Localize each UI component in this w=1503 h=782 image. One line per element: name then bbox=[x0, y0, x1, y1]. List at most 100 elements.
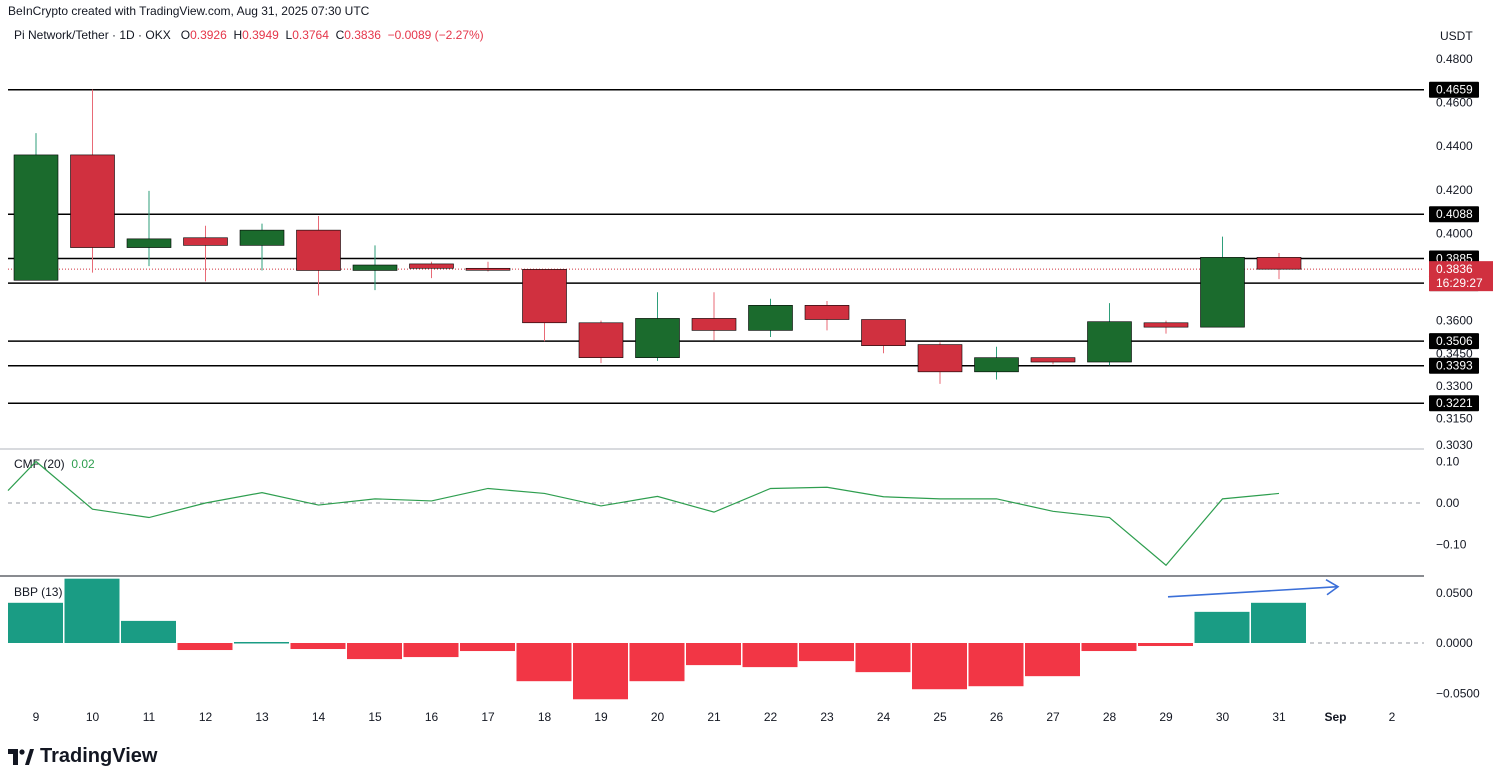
candle-body bbox=[861, 319, 906, 346]
countdown-label: 16:29:27 bbox=[1436, 276, 1483, 290]
candle-body bbox=[917, 344, 963, 373]
time-tick-label: 9 bbox=[33, 710, 40, 724]
symbol-name: Pi Network/Tether · 1D · OKX bbox=[14, 28, 171, 42]
level-label: 0.4659 bbox=[1436, 83, 1473, 97]
time-tick-label: 30 bbox=[1216, 710, 1230, 724]
level-label-bg bbox=[1429, 357, 1479, 374]
tradingview-brand: TradingView bbox=[40, 745, 158, 767]
bbp-bar bbox=[799, 643, 854, 662]
bbp-bar bbox=[1025, 643, 1080, 677]
tradingview-logo-icon bbox=[8, 748, 34, 765]
price-tick-label: 0.4800 bbox=[1436, 52, 1473, 66]
candle-body bbox=[70, 154, 115, 248]
time-tick-label: 23 bbox=[820, 710, 834, 724]
close-label: C bbox=[335, 28, 345, 42]
cmf-tick-label: 0.00 bbox=[1436, 496, 1460, 510]
price-tick-label: 0.3300 bbox=[1436, 379, 1473, 393]
time-tick-label: 21 bbox=[707, 710, 721, 724]
bbp-bar bbox=[516, 643, 572, 682]
bbp-bar bbox=[234, 641, 289, 644]
time-tick-label: 12 bbox=[199, 710, 213, 724]
time-tick-label: Sep bbox=[1324, 710, 1346, 724]
bbp-bar bbox=[403, 643, 459, 658]
bbp-bar bbox=[968, 643, 1024, 687]
low-value: 0.3764 bbox=[292, 28, 329, 42]
tradingview-logo: TradingView bbox=[8, 745, 157, 768]
price-tick-label: 0.3450 bbox=[1436, 346, 1473, 360]
time-tick-label: 19 bbox=[594, 710, 608, 724]
candle-body bbox=[522, 269, 567, 324]
candle-body bbox=[465, 267, 511, 271]
cmf-pane bbox=[7, 460, 1424, 567]
cmf-line bbox=[7, 460, 1280, 567]
low-label: L bbox=[285, 28, 293, 42]
bbp-bar bbox=[8, 602, 63, 643]
price-tick-label: 0.3600 bbox=[1436, 314, 1473, 328]
level-label-bg bbox=[1429, 333, 1479, 350]
symbol-legend[interactable]: Pi Network/Tether · 1D · OKX O0.3926 H0.… bbox=[14, 28, 484, 42]
bbp-bar bbox=[460, 643, 515, 652]
candle-body bbox=[239, 229, 285, 246]
time-tick-label: 2 bbox=[1389, 710, 1396, 724]
open-value: 0.3926 bbox=[190, 28, 227, 42]
price-tick-label: 0.4200 bbox=[1436, 183, 1473, 197]
time-tick-label: 15 bbox=[368, 710, 382, 724]
candle-body bbox=[13, 154, 59, 281]
time-tick-label: 17 bbox=[481, 710, 495, 724]
time-tick-label: 28 bbox=[1103, 710, 1117, 724]
bbp-bar bbox=[629, 643, 685, 682]
time-tick-label: 29 bbox=[1159, 710, 1173, 724]
candle-body bbox=[1256, 257, 1302, 270]
candle-body bbox=[974, 357, 1019, 373]
bbp-bar bbox=[912, 643, 967, 690]
level-label-bg bbox=[1429, 206, 1479, 223]
price-tick-label: 0.3150 bbox=[1436, 412, 1473, 426]
level-label: 0.3221 bbox=[1436, 396, 1473, 410]
price-tick-label: 0.4400 bbox=[1436, 139, 1473, 153]
bbp-bar bbox=[855, 643, 911, 673]
price-axis: 0.4800 0.4600 0.4400 0.4200 0.4000 0.3600 0.34… bbox=[0, 52, 1480, 700]
candle-body bbox=[352, 264, 398, 271]
high-label: H bbox=[233, 28, 243, 42]
high-value: 0.3949 bbox=[242, 28, 279, 42]
cmf-tick-label: 0.10 bbox=[1436, 455, 1460, 469]
candle-body bbox=[1143, 322, 1189, 328]
candle-body bbox=[1200, 257, 1245, 328]
time-tick-label: 26 bbox=[990, 710, 1004, 724]
candle-body bbox=[635, 318, 680, 358]
bbp-bar bbox=[686, 643, 741, 666]
bbp-legend[interactable]: BBP (13) bbox=[14, 585, 62, 599]
bbp-bar bbox=[290, 643, 346, 650]
price-tick-label: 0.4000 bbox=[1436, 226, 1473, 240]
trend-arrow-line bbox=[1167, 585, 1339, 598]
level-label: 0.4088 bbox=[1436, 207, 1473, 221]
bbp-bar bbox=[177, 643, 233, 651]
candle-body bbox=[578, 322, 624, 358]
candle-body bbox=[126, 238, 172, 248]
time-axis: 9 10 11 12 13 14 15 16 17 18 19 20 21 22 23 24 25 26 27 28 2… bbox=[33, 710, 1396, 724]
time-tick-label: 20 bbox=[651, 710, 665, 724]
candle-body bbox=[691, 318, 737, 331]
bbp-bar bbox=[742, 643, 798, 668]
chart-credit: BeInCrypto created with TradingView.com,… bbox=[8, 4, 370, 18]
bbp-pane bbox=[8, 578, 1424, 700]
horizontal-levels: 0.46590.40880.38850.37720.35060.33930.32… bbox=[8, 81, 1493, 412]
candle-body bbox=[748, 305, 793, 331]
bbp-bar bbox=[1138, 643, 1193, 647]
bbp-bar bbox=[347, 643, 402, 660]
time-tick-label: 27 bbox=[1046, 710, 1060, 724]
cmf-value: 0.02 bbox=[71, 457, 95, 471]
bbp-tick-label: 0.0000 bbox=[1436, 636, 1473, 650]
current-price-label: 0.3836 bbox=[1436, 262, 1473, 276]
level-label: 0.3393 bbox=[1436, 359, 1473, 373]
candle-body bbox=[409, 263, 454, 269]
bbp-bar bbox=[64, 578, 120, 643]
close-value: 0.3836 bbox=[344, 28, 381, 42]
level-label-bg bbox=[1429, 395, 1479, 412]
level-label-bg bbox=[1429, 81, 1479, 98]
candle-body bbox=[296, 229, 341, 271]
level-label: 0.3506 bbox=[1436, 334, 1473, 348]
time-tick-label: 11 bbox=[143, 710, 156, 724]
current-price-bg bbox=[1429, 261, 1493, 292]
